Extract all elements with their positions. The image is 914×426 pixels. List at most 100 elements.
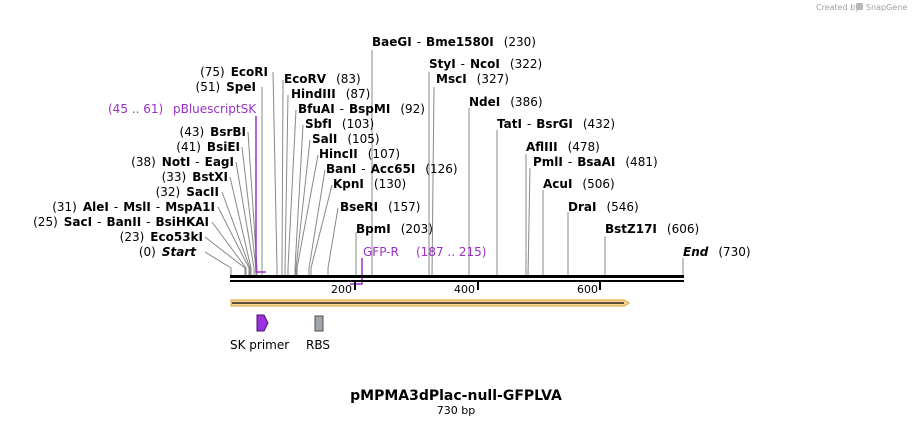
enzyme-name: SpeI (226, 80, 256, 94)
enzyme-name: StyI (429, 57, 456, 71)
enzyme-label-bsiei[interactable]: (41) BsiEI (176, 140, 240, 154)
leader-sali (295, 139, 311, 276)
enzyme-name: HincII (319, 147, 358, 161)
enzyme-label-hincii[interactable]: HincII (107) (319, 147, 400, 161)
enzyme-label-bstz17i[interactable]: BstZ17I (606) (605, 222, 699, 236)
enzyme-position: (327) (477, 72, 509, 86)
enzyme-name: BpmI (356, 222, 391, 236)
enzyme-label-baegi-bme1580i[interactable]: BaeGI - Bme1580I (230) (372, 35, 536, 49)
enzyme-position: (606) (667, 222, 699, 236)
leader-sbfi (294, 124, 304, 276)
enzyme-position: (546) (606, 200, 638, 214)
enzyme-name: MspA1I (165, 200, 215, 214)
orf-arrow[interactable] (230, 299, 630, 307)
enzyme-name: EcoRV (284, 72, 327, 86)
enzyme-name: BseRI (340, 200, 378, 214)
enzyme-position: (386) (510, 95, 542, 109)
leader-noti (235, 161, 255, 276)
enzyme-label-spei[interactable]: (51) SpeI (196, 80, 256, 94)
leader-bseri (327, 207, 339, 276)
enzyme-label-end[interactable]: End (730) (683, 245, 751, 259)
primer-range: (187 .. 215) (416, 245, 486, 259)
enzyme-position: (92) (400, 102, 425, 116)
enzyme-name: AcuI (543, 177, 572, 191)
leader-eco53ki (204, 236, 246, 276)
enzyme-name: SalI (312, 132, 337, 146)
enzyme-name: NdeI (469, 95, 500, 109)
snapgene-logo: SnapGene (856, 3, 907, 12)
enzyme-position: (506) (582, 177, 614, 191)
leader-lines (204, 50, 684, 277)
enzyme-name: BanII (106, 215, 141, 229)
primer-pbluescriptsk[interactable]: (45 .. 61) pBluescriptSK (108, 102, 266, 273)
enzyme-name: NotI (162, 155, 191, 169)
enzyme-position: (105) (347, 132, 379, 146)
feature-label: RBS (306, 338, 330, 352)
enzyme-label-bani-acc65i[interactable]: BanI - Acc65I (126) (326, 162, 458, 176)
enzyme-label-ndei[interactable]: NdeI (386) (469, 95, 543, 109)
enzyme-position: (478) (568, 140, 600, 154)
enzyme-label-hindiii[interactable]: HindIII (87) (291, 87, 370, 101)
enzyme-position: (432) (583, 117, 615, 131)
enzyme-label-bstxi[interactable]: (33) BstXI (162, 170, 228, 184)
leader-hindiii (284, 94, 289, 276)
enzyme-position: (33) (162, 170, 187, 184)
primer-range: (45 .. 61) (108, 102, 163, 116)
feature-rbs[interactable]: RBS (306, 315, 330, 352)
enzyme-label-msci[interactable]: MscI (327) (436, 72, 509, 86)
leader-ecorv (281, 79, 284, 276)
enzyme-position: (25) (33, 215, 58, 229)
enzyme-label-bpmi[interactable]: BpmI (203) (356, 222, 433, 236)
enzyme-label-ecori[interactable]: (75) EcoRI (200, 65, 268, 79)
enzyme-label-bsrbi[interactable]: (43) BsrBI (180, 125, 246, 139)
leader-sacii (221, 191, 251, 276)
enzyme-label-bseri[interactable]: BseRI (157) (340, 200, 420, 214)
enzyme-position: (157) (388, 200, 420, 214)
leader-bstxi (229, 176, 252, 276)
enzyme-position: (230) (504, 35, 536, 49)
enzyme-labels: (0) Start(23) Eco53kI(25) SacI - BanII - BsiHKA… (33, 35, 751, 259)
enzyme-name: Acc65I (371, 162, 416, 176)
primer-name: pBluescriptSK (173, 102, 257, 116)
leader-msci (431, 86, 435, 277)
enzyme-position: (730) (718, 245, 750, 259)
enzyme-position: (130) (374, 177, 406, 191)
enzyme-position: (38) (131, 155, 156, 169)
enzyme-label-kpni[interactable]: KpnI (130) (333, 177, 406, 191)
enzyme-label-pmli-bsaai[interactable]: PmlI - BsaAI (481) (533, 155, 658, 169)
enzyme-position: (203) (401, 222, 433, 236)
enzyme-label-ecorv[interactable]: EcoRV (83) (284, 72, 361, 86)
enzyme-position: (75) (200, 65, 225, 79)
enzyme-name: SbfI (305, 117, 332, 131)
enzyme-label-bfuai-bspmi[interactable]: BfuAI - BspMI (92) (298, 102, 425, 116)
plasmid-length: 730 bp (437, 404, 475, 417)
enzyme-label-alei-msli-mspa1i[interactable]: (31) AleI - MslI - MspA1I (52, 200, 215, 214)
enzyme-label-sali[interactable]: SalI (105) (312, 132, 380, 146)
enzyme-label-eco53ki[interactable]: (23) Eco53kI (120, 230, 203, 244)
enzyme-label-tati-bsrgi[interactable]: TatI - BsrGI (432) (497, 117, 615, 131)
enzyme-label-saci-banii-bsihkai[interactable]: (25) SacI - BanII - BsiHKAI (33, 215, 209, 229)
enzyme-name: Eco53kI (150, 230, 203, 244)
enzyme-label-noti-eagi[interactable]: (38) NotI - EagI (131, 155, 234, 169)
enzyme-label-sacii[interactable]: (32) SacII (156, 185, 219, 199)
leader-bani (308, 169, 326, 276)
enzyme-label-drai[interactable]: DraI (546) (568, 200, 639, 214)
enzyme-name: BstZ17I (605, 222, 657, 236)
leader-pmli (527, 167, 531, 277)
enzyme-name: BsiHKAI (156, 215, 210, 229)
enzyme-label-sbfi[interactable]: SbfI (103) (305, 117, 374, 131)
enzyme-label-acui[interactable]: AcuI (506) (543, 177, 615, 191)
feature-sk-primer[interactable]: SK primer (230, 314, 289, 352)
enzyme-label-afliii[interactable]: AflIII (478) (526, 140, 600, 154)
enzyme-label-start[interactable]: (0) Start (139, 245, 197, 259)
enzyme-name: SacI (64, 215, 92, 229)
enzyme-name: BfuAI (298, 102, 335, 116)
enzyme-position: (107) (368, 147, 400, 161)
enzyme-position: (43) (180, 125, 205, 139)
enzyme-name: Bme1580I (426, 35, 494, 49)
leader-alei (217, 206, 250, 276)
leader-ecori (272, 71, 278, 276)
primer-gfp-r[interactable]: GFP-R (187 .. 215) (350, 245, 486, 285)
enzyme-label-styi-ncoi[interactable]: StyI - NcoI (322) (429, 57, 542, 71)
